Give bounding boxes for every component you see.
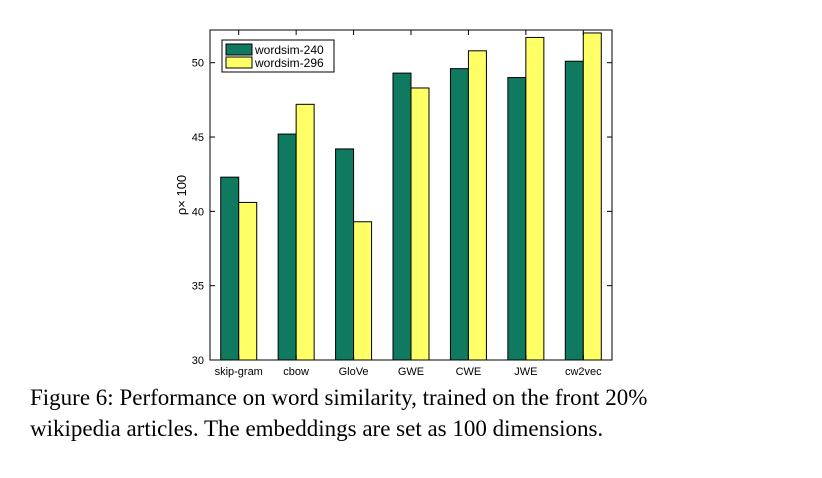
bar-wordsim-296-JWE: [525, 36, 545, 361]
bar-wordsim-296-skip-gram: [238, 201, 258, 361]
plot-frame: [209, 29, 613, 361]
x-tick-label: GloVe: [339, 366, 369, 378]
bar-wordsim-240-JWE: [507, 77, 527, 361]
legend-label: wordsim-296: [254, 56, 324, 70]
bar-wordsim-240-cw2vec: [564, 60, 584, 361]
figure-caption: Figure 6: Performance on word similarity…: [30, 382, 810, 444]
x-tick-label: JWE: [514, 366, 537, 378]
y-tick-label: 40: [192, 206, 204, 218]
bar-wordsim-296-cw2vec: [582, 32, 602, 361]
caption-line-1: Figure 6: Performance on word similarity…: [30, 385, 648, 410]
legend-swatch: [225, 56, 253, 69]
bar-wordsim-296-cbow: [295, 103, 315, 361]
legend-label: wordsim-240: [254, 43, 324, 57]
bar-wordsim-240-cbow: [277, 133, 297, 361]
x-axis-ticks: skip-gram cbow GloVe GWE CWE JWE cw2vec: [215, 30, 602, 378]
y-tick-label: 30: [192, 355, 204, 367]
x-tick-label: CWE: [456, 366, 482, 378]
bar-wordsim-296-GloVe: [353, 221, 373, 361]
y-tick-label: 50: [192, 58, 204, 70]
x-tick-label: skip-gram: [215, 366, 263, 378]
y-tick-label: 45: [192, 132, 204, 144]
x-tick-label: cbow: [283, 366, 309, 378]
y-axis-ticks: 30 35 40 45 50: [192, 58, 612, 367]
bar-wordsim-240-CWE: [449, 68, 469, 361]
x-tick-label: GWE: [398, 366, 424, 378]
bar-chart: 30 35 40 45 50 skip-gram cbow GloVe GWE CWE JWE cw…: [174, 29, 613, 378]
y-tick-label: 35: [192, 281, 204, 293]
x-tick-label: cw2vec: [565, 366, 602, 378]
bar-wordsim-240-skip-gram: [220, 176, 240, 361]
bar-wordsim-240-GWE: [392, 72, 412, 361]
caption-line-2: wikipedia articles. The embeddings are s…: [30, 416, 604, 441]
bar-wordsim-296-GWE: [410, 87, 430, 361]
bar-wordsim-240-GloVe: [335, 148, 355, 361]
bar-wordsim-296-CWE: [467, 50, 487, 361]
bars-group: [220, 32, 602, 361]
legend-swatch: [225, 43, 253, 56]
y-axis-label: ρ× 100: [174, 175, 189, 215]
